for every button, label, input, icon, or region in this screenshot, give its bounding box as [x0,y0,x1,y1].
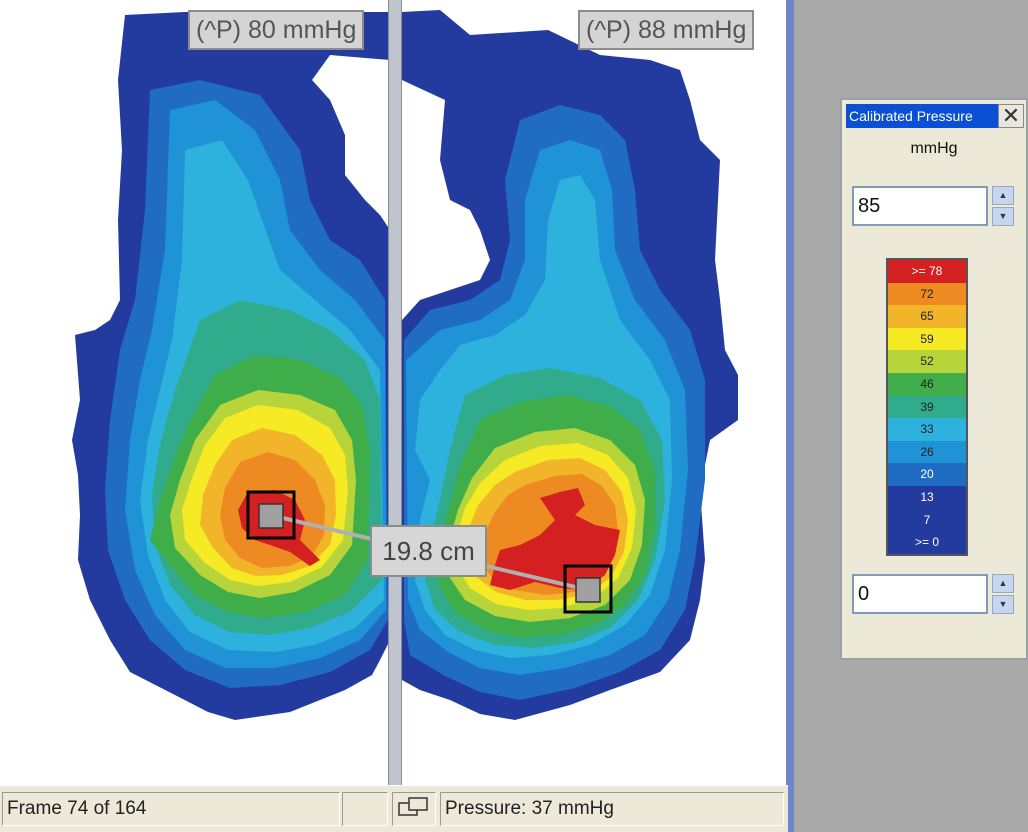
spin-down-icon[interactable]: ▼ [992,207,1014,226]
right-peak-pressure-label: (^P) 88 mmHg [578,10,755,50]
min-pressure-input[interactable]: 0 [852,574,988,614]
foot-divider [388,0,402,785]
spin-up-icon[interactable]: ▲ [992,186,1014,205]
max-pressure-input[interactable]: 85 [852,186,988,226]
pressure-map-area[interactable]: (^P) 80 mmHg (^P) 88 mmHg 19.8 cm [0,0,788,785]
legend-row: 20 [888,463,966,486]
legend-row: 65 [888,305,966,328]
legend-row: 59 [888,327,966,351]
status-pressure: Pressure: 37 mmHg [440,792,784,826]
left-foot-map [72,12,390,720]
status-frame: Frame 74 of 164 [2,792,340,826]
windows-icon [398,797,428,816]
right-peak-marker[interactable] [563,564,613,614]
min-pressure-spinner[interactable]: ▲ ▼ [992,574,1014,614]
status-empty-cell [342,792,388,826]
left-peak-pressure-label: (^P) 80 mmHg [188,10,365,50]
pressure-heatmap [72,10,738,720]
status-cell-icon[interactable] [392,792,436,826]
panel-title: Calibrated Pressure [846,104,998,128]
legend-row: 13 [888,485,966,509]
spin-down-icon[interactable]: ▼ [992,595,1014,614]
window-border [786,0,794,832]
distance-label: 19.8 cm [370,525,487,577]
legend-row: 46 [888,372,966,396]
legend-row: >= 0 [888,531,966,554]
calibrated-pressure-panel: Calibrated Pressure ✕ mmHg 85 ▲ ▼ >= 78 7… [840,98,1028,660]
left-peak-marker[interactable] [246,490,296,540]
legend-row: 33 [888,418,966,441]
legend-row: 52 [888,350,966,373]
legend-row: 72 [888,282,966,306]
pressure-color-legend: >= 78 72 65 59 52 46 39 33 26 20 13 7 >= 0 [886,258,968,556]
spin-up-icon[interactable]: ▲ [992,574,1014,593]
legend-row: >= 78 [888,260,966,283]
max-pressure-spinner[interactable]: ▲ ▼ [992,186,1014,226]
status-bar: Frame 74 of 164 Pressure: 37 mmHg [0,785,788,832]
legend-row: 7 [888,508,966,532]
legend-row: 26 [888,440,966,464]
close-icon[interactable]: ✕ [998,104,1024,128]
legend-row: 39 [888,395,966,419]
units-label: mmHg [910,140,958,157]
